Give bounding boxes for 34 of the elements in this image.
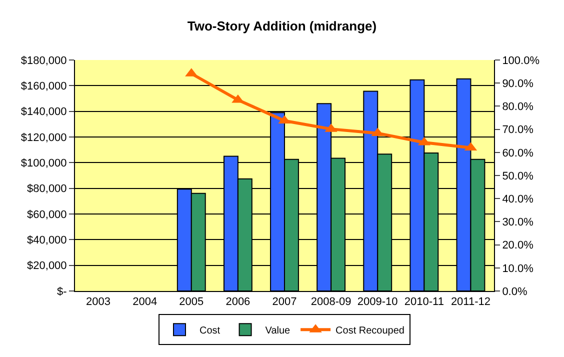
y2-tick-label: 60.0% xyxy=(502,147,534,160)
x-tick-label: 2009-10 xyxy=(357,296,398,308)
legend-label: Cost xyxy=(200,326,220,336)
legend-label: Value xyxy=(265,326,291,336)
y-tick-label: $- xyxy=(57,286,68,298)
y2-tick-label: 70.0% xyxy=(502,124,534,136)
y-tick-label: $160,000 xyxy=(20,80,67,93)
y-tick-label: $180,000 xyxy=(20,54,67,67)
y2-tick-label: 90.0% xyxy=(502,78,534,90)
y-tick-label: $100,000 xyxy=(20,158,67,170)
x-tick-label: 2006 xyxy=(226,296,250,308)
y-tick-label: $60,000 xyxy=(27,208,67,221)
x-tick-label: 2003 xyxy=(86,296,111,308)
y2-tick-label: 50.0% xyxy=(502,170,534,182)
y2-tick-label: 10.0% xyxy=(502,262,534,275)
y2-tick-label: 0.0% xyxy=(502,286,528,298)
x-tick-label: 2011-12 xyxy=(450,296,490,308)
y2-tick-label: 40.0% xyxy=(502,193,534,206)
y-tick-label: $140,000 xyxy=(20,106,67,118)
y2-tick-label: 80.0% xyxy=(502,101,534,114)
y-tick-label: $40,000 xyxy=(27,234,67,247)
x-tick-label: 2004 xyxy=(132,296,158,308)
y-tick-label: $120,000 xyxy=(20,132,67,144)
y-tick-label: $20,000 xyxy=(27,260,67,272)
x-tick-label: 2005 xyxy=(179,296,204,308)
legend-label: Cost Recouped xyxy=(336,326,404,336)
x-tick-label: 2007 xyxy=(272,296,297,308)
chart-title: Two-Story Addition (midrange) xyxy=(187,18,377,34)
y2-tick-label: 20.0% xyxy=(502,240,534,252)
y2-tick-label: 100.0% xyxy=(502,54,540,67)
x-tick-label: 2008-09 xyxy=(310,296,352,308)
y2-tick-label: 30.0% xyxy=(502,216,534,229)
x-tick-label: 2010-11 xyxy=(404,296,444,308)
y-tick-label: $80,000 xyxy=(27,183,67,196)
